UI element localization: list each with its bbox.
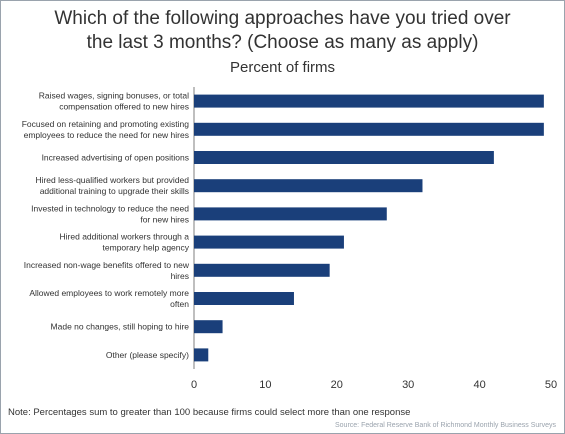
category-label: for new hires xyxy=(140,214,189,224)
bar xyxy=(194,122,544,136)
category-label: additional training to upgrade their ski… xyxy=(40,186,189,196)
x-tick-label: 20 xyxy=(331,379,343,391)
category-label: Invested in technology to reduce the nee… xyxy=(31,203,189,213)
x-tick-label: 50 xyxy=(545,379,557,391)
category-label: Hired less-qualified workers but provide… xyxy=(35,175,189,185)
x-tick-label: 0 xyxy=(191,379,197,391)
category-label: temporary help agency xyxy=(103,243,190,253)
bar xyxy=(194,235,344,249)
category-label: compensation offered to new hires xyxy=(59,102,189,112)
chart-source: Source: Federal Reserve Bank of Richmond… xyxy=(335,422,556,429)
category-label: Other (please specify) xyxy=(106,350,189,360)
category-label: Hired additional workers through a xyxy=(60,232,190,242)
category-label: Allowed employees to work remotely more xyxy=(29,288,189,298)
bar xyxy=(194,151,494,164)
bar xyxy=(194,94,544,108)
x-tick-label: 10 xyxy=(259,379,271,391)
chart-note: Note: Percentages sum to greater than 10… xyxy=(8,407,411,418)
category-label: Focused on retaining and promoting exist… xyxy=(22,119,190,129)
category-label: employees to reduce the need for new hir… xyxy=(24,130,189,140)
chart-title: Which of the following approaches have y… xyxy=(54,8,511,53)
chart-subtitle: Percent of firms xyxy=(229,59,336,76)
bar xyxy=(194,263,330,277)
x-tick-label: 30 xyxy=(402,379,414,391)
bar xyxy=(194,320,223,334)
category-label: Increased advertising of open positions xyxy=(42,153,189,163)
x-tick-label: 40 xyxy=(473,379,485,391)
category-label: Made no changes, still hoping to hire xyxy=(51,322,190,332)
bar xyxy=(194,292,294,305)
bar xyxy=(194,348,209,362)
category-label: Increased non-wage benefits offered to n… xyxy=(24,260,190,270)
category-label: hires xyxy=(171,271,189,281)
bar xyxy=(194,179,423,193)
category-label: often xyxy=(170,299,189,309)
category-label: Raised wages, signing bonuses, or total xyxy=(39,91,189,101)
bar xyxy=(194,207,387,221)
